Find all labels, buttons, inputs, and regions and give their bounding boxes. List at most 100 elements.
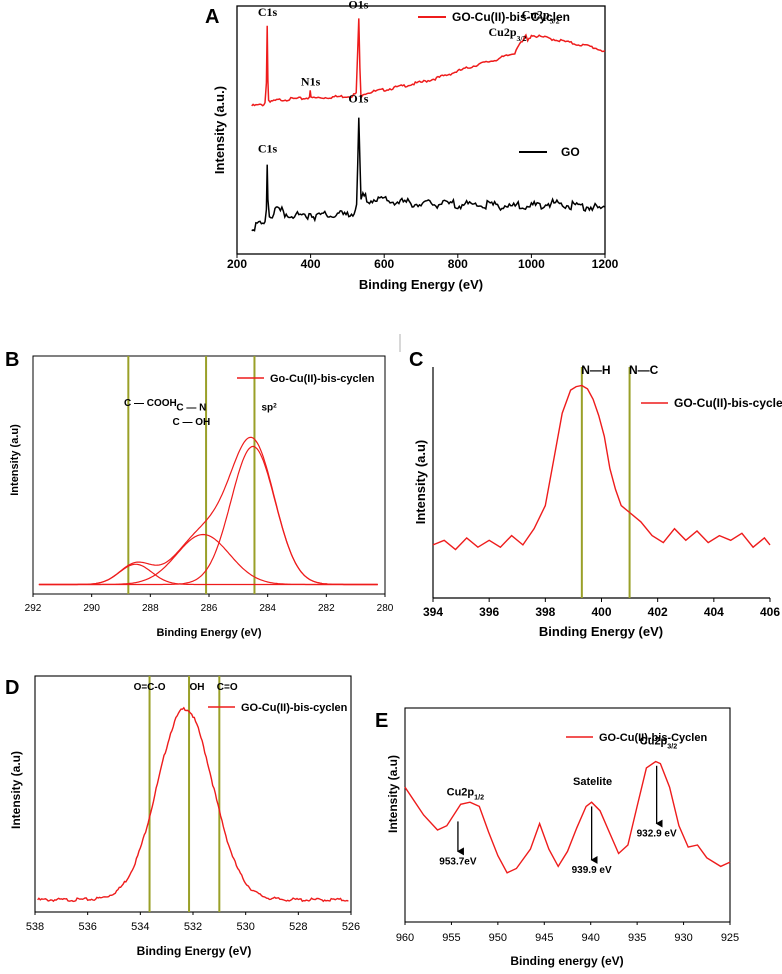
annotation-label: C — COOH: [124, 398, 177, 409]
annotation-label: Cu2p3/2: [488, 25, 526, 43]
x-tick-label: 280: [377, 603, 394, 614]
x-tick-label: 930: [674, 932, 692, 944]
panel-b-letter: B: [5, 349, 19, 371]
annotation-label: N—C: [629, 363, 659, 377]
peak-energy-label: 939.9 eV: [572, 865, 612, 876]
panel-b: B 292 290 288 286 284 282 280 C — COOH C — NC —…: [5, 349, 394, 639]
annotation-label: O1s: [348, 0, 368, 11]
x-tick-label: 536: [78, 921, 96, 933]
annotation-label: N—H: [581, 363, 610, 377]
x-tick-label: 534: [131, 921, 149, 933]
panel-e-frame: [404, 707, 731, 923]
x-tick-label: 288: [142, 603, 159, 614]
panel-c-reference-lines: [580, 367, 631, 598]
panel-b-xlabel: Binding Energy (eV): [156, 627, 261, 639]
panel-e-ylabel: Intensity (a.u): [386, 755, 400, 833]
panel-b-x-ticks: 292 290 288 286 284 282 280: [25, 594, 394, 614]
annotation-label: O=C-O: [134, 682, 166, 693]
panel-b-legend-label: Go-Cu(II)-bis-cyclen: [270, 373, 375, 385]
panel-d-legend-label: GO-Cu(II)-bis-cyclen: [241, 702, 348, 714]
x-tick-label: 290: [83, 603, 100, 614]
peak-energy-label: 953.7eV: [439, 856, 477, 867]
x-tick-label: 200: [227, 257, 247, 271]
x-tick-label: 925: [721, 932, 739, 944]
panel-e-legend-label: GO-Cu(II)-bis-Cyclen: [599, 732, 707, 744]
panel-d-reference-lines: [148, 676, 221, 912]
panel-b-annotations: C — COOH C — N C — OH sp2: [124, 398, 277, 428]
x-tick-label: 400: [301, 257, 321, 271]
panel-a-series: [251, 18, 606, 232]
x-tick-label: 400: [591, 605, 611, 619]
panel-a-letter: A: [205, 6, 219, 28]
panel-a-x-ticks: 200 400 600 800 1000 1200: [227, 254, 619, 271]
peak-energy-label: 932.9 eV: [637, 829, 677, 840]
x-tick-label: 940: [582, 932, 600, 944]
component-peak: [38, 533, 378, 586]
series-line: [251, 18, 606, 107]
panel-e-letter: E: [375, 710, 388, 732]
x-tick-label: 1200: [592, 257, 619, 271]
x-tick-label: 526: [342, 921, 360, 933]
x-tick-label: 532: [184, 921, 202, 933]
x-tick-label: 800: [448, 257, 468, 271]
panel-a-xlabel: Binding Energy (eV): [359, 277, 483, 292]
panel-a: A 200 400 600 800 1000 1200 C1s N1s O1s Cu2p3/2 C…: [205, 0, 619, 292]
panel-e-series: [404, 760, 731, 874]
panel-e-xlabel: Binding energy (eV): [510, 954, 623, 968]
panel-c: C 394 396 398 400 402 404 406 N—H N—C Binding E…: [409, 349, 782, 639]
x-tick-label: 538: [26, 921, 44, 933]
x-tick-label: 284: [259, 603, 276, 614]
panel-a-legend-label-2: GO: [561, 145, 580, 159]
x-tick-label: 600: [374, 257, 394, 271]
x-tick-label: 960: [396, 932, 414, 944]
annotation-label: C — OH: [173, 417, 211, 428]
panel-d-annotations: O=C-O OH C=O: [134, 682, 238, 693]
series-line: [432, 384, 771, 551]
annotation-label: C1s: [258, 5, 278, 19]
annotation-label: C1s: [258, 141, 278, 155]
series-line: [251, 117, 606, 232]
panel-d-x-ticks: 538 536 534 532 530 528 526: [26, 912, 360, 933]
panel-c-ylabel: Intensity (a.u): [413, 440, 428, 525]
x-tick-label: 282: [318, 603, 335, 614]
panel-b-frame: [32, 355, 386, 595]
x-tick-label: 530: [236, 921, 254, 933]
annotation-label: Cu2p1/2: [447, 787, 484, 802]
x-tick-label: 406: [760, 605, 780, 619]
x-tick-label: 402: [648, 605, 668, 619]
series-line: [404, 760, 731, 874]
annotation-label: OH: [189, 682, 204, 693]
panel-d-series: [37, 706, 349, 903]
annotation-label: N1s: [301, 74, 321, 88]
panel-a-ylabel: Intensity (a.u.): [212, 86, 227, 174]
panel-d: D 538 536 534 532 530 528 526 O=C-O OH C=O Bindi…: [5, 675, 360, 958]
panel-c-x-ticks: 394 396 398 400 402 404 406: [423, 598, 780, 619]
panel-e: E 960 955 950 945 940 935 930 925 953.7eV 939.9 …: [375, 707, 739, 968]
annotation-label: C — N: [176, 403, 206, 414]
panel-e-x-ticks: 960 955 950 945 940 935 930 925: [396, 922, 739, 944]
annotation-label: sp2: [261, 402, 277, 414]
panel-a-frame: [236, 5, 606, 255]
panel-a-legend-label-1: GO-Cu(II)-bis-Cyclen: [452, 10, 570, 24]
panel-b-reference-lines: [127, 356, 256, 594]
x-tick-label: 935: [628, 932, 646, 944]
x-tick-label: 528: [289, 921, 307, 933]
annotation-label: C=O: [217, 682, 238, 693]
x-tick-label: 1000: [518, 257, 545, 271]
annotation-label: O1s: [348, 92, 368, 106]
x-tick-label: 955: [442, 932, 460, 944]
panel-d-letter: D: [5, 677, 19, 699]
x-tick-label: 394: [423, 605, 443, 619]
series-line: [37, 706, 349, 903]
x-tick-label: 396: [479, 605, 499, 619]
x-tick-label: 398: [535, 605, 555, 619]
panel-d-xlabel: Binding Energy (eV): [137, 944, 252, 958]
x-tick-label: 286: [201, 603, 218, 614]
x-tick-label: 945: [535, 932, 553, 944]
x-tick-label: 950: [489, 932, 507, 944]
panel-d-ylabel: Intensity (a.u): [9, 751, 23, 829]
panel-c-legend-label: GO-Cu(II)-bis-cyclen: [674, 396, 782, 410]
x-tick-label: 292: [25, 603, 42, 614]
